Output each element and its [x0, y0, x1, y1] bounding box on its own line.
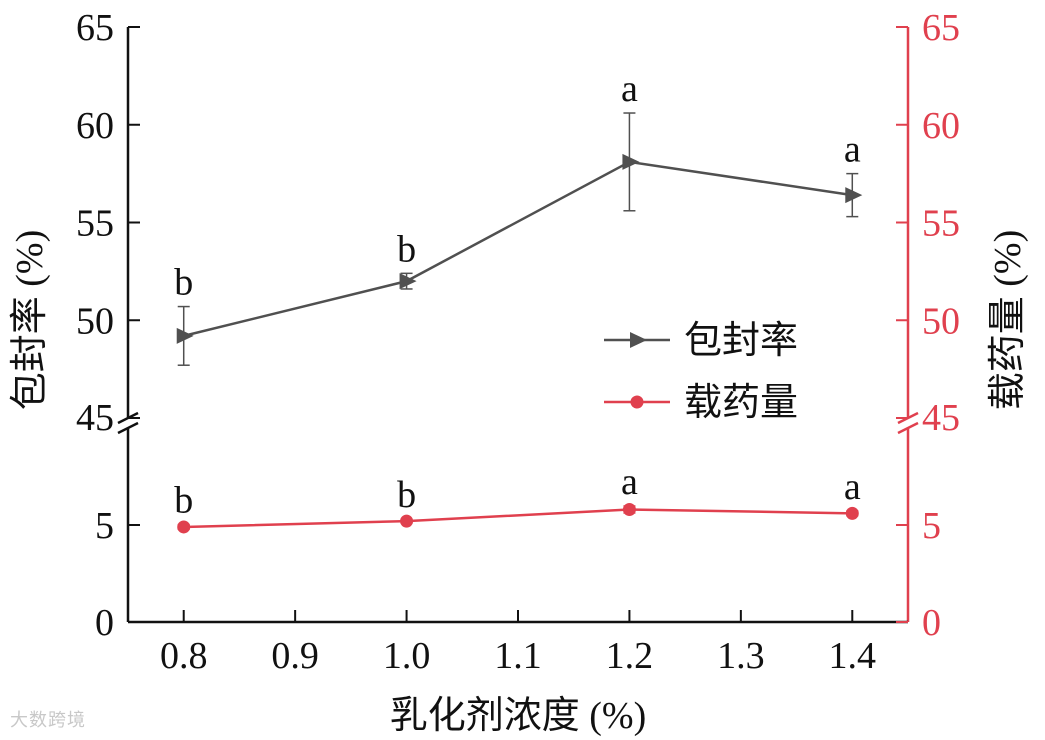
legend-label: 载药量	[684, 382, 798, 424]
axis-break-right-gap	[896, 418, 920, 428]
legend-item: 载药量	[604, 382, 798, 424]
x-axis-label: 乳化剂浓度 (%)	[390, 695, 646, 737]
significance-letter: a	[844, 129, 861, 171]
x-tick-label: 1.4	[829, 635, 877, 677]
data-point-triangle	[176, 327, 194, 344]
significance-letter: b	[397, 228, 416, 270]
y-tick-label-left: 45	[76, 397, 114, 439]
significance-letter: a	[621, 68, 638, 110]
data-point-circle	[622, 502, 636, 516]
series-line	[183, 160, 853, 338]
data-point-circle	[845, 506, 859, 520]
significance-letter: a	[621, 461, 638, 503]
y-tick-label-right: 50	[922, 300, 960, 342]
legend-marker-circle	[630, 395, 644, 409]
legend-item: 包封率	[604, 320, 798, 362]
significance-letter: b	[174, 262, 193, 304]
x-tick-label: 0.8	[160, 635, 208, 677]
data-point-circle	[400, 514, 414, 528]
y-tick-label-right: 55	[922, 203, 960, 245]
y-tick-label-right: 60	[922, 105, 960, 147]
y-tick-label-right: 45	[922, 397, 960, 439]
series-line	[183, 508, 853, 529]
watermark: 大数跨境	[10, 710, 86, 731]
legend-label: 包封率	[684, 320, 798, 362]
y-tick-label-left: 65	[76, 7, 114, 49]
axis-break-right-slash-bottom	[897, 421, 919, 435]
x-tick-label: 1.0	[383, 635, 431, 677]
y-axis-label-right: 载药量 (%)	[987, 230, 1029, 410]
x-tick-label: 1.3	[717, 635, 765, 677]
y-tick-label-left: 50	[76, 300, 114, 342]
significance-letter: b	[174, 480, 193, 522]
series-layer: b b a a b b a a	[174, 68, 863, 534]
y-tick-label-left: 0	[95, 602, 114, 644]
series-1: b b a a	[174, 68, 863, 366]
y-tick-label-left: 55	[76, 203, 114, 245]
y-axis-label-left: 包封率 (%)	[9, 230, 51, 410]
y-tick-label-left: 60	[76, 105, 114, 147]
y-tick-label-right: 5	[922, 505, 941, 547]
axis-break-left-slash-bottom	[117, 421, 139, 435]
significance-letter: a	[844, 466, 861, 508]
x-tick-label: 1.2	[606, 635, 654, 677]
data-point-triangle	[845, 187, 863, 204]
x-tick-label: 0.9	[271, 635, 319, 677]
significance-letter: b	[397, 474, 416, 516]
legend-marker-triangle	[630, 332, 647, 348]
y-tick-label-right: 0	[922, 602, 941, 644]
y-tick-label-left: 5	[95, 505, 114, 547]
data-point-circle	[177, 520, 191, 534]
axis-break-left-gap	[116, 418, 140, 428]
data-point-triangle	[622, 153, 640, 170]
data-point-triangle	[399, 273, 417, 290]
x-tick-label: 1.1	[494, 635, 542, 677]
y-tick-label-right: 65	[922, 7, 960, 49]
